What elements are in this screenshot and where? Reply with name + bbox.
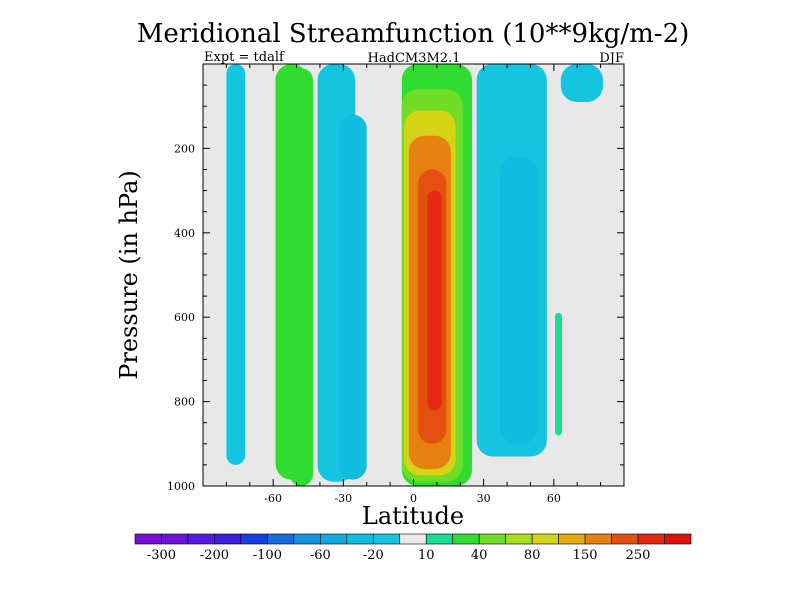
colorbar-swatch xyxy=(425,533,454,545)
colorbar-label: 80 xyxy=(524,548,541,563)
colorbar-swatch xyxy=(637,533,665,545)
y-axis-label: Pressure (in hPa) xyxy=(115,170,143,380)
colorbar-swatch xyxy=(346,533,374,545)
colorbar-label: 40 xyxy=(471,548,488,563)
contour-region-13 xyxy=(560,64,603,102)
chart-subtitle-center: HadCM3M2.1 xyxy=(368,51,461,66)
colorbar-swatch xyxy=(320,533,348,545)
x-tick-label: -30 xyxy=(334,492,352,505)
colorbar-swatch xyxy=(214,533,242,545)
x-tick-label: 30 xyxy=(477,492,491,505)
colorbar: -300 -200 -100 -60 -20 10 40 80 150 250 xyxy=(134,533,692,563)
y-tick-label: 600 xyxy=(174,311,195,324)
colorbar-swatch xyxy=(293,533,321,545)
colorbar-swatch xyxy=(558,533,586,545)
colorbar-label: -100 xyxy=(253,548,282,563)
colorbar-label: 250 xyxy=(626,548,651,563)
contour-region-4 xyxy=(338,114,367,480)
chart-subtitle-right: DJF xyxy=(599,51,624,66)
x-tick-label: -60 xyxy=(264,492,282,505)
colorbar-label: -300 xyxy=(147,548,176,563)
chart-title: Meridional Streamfunction (10**9kg/m-2) xyxy=(137,19,690,49)
colorbar-swatch xyxy=(240,533,268,545)
contour-region-12 xyxy=(500,156,538,444)
colorbar-swatch xyxy=(531,533,559,545)
x-axis-label: Latitude xyxy=(362,502,464,530)
colorbar-swatch xyxy=(187,533,215,545)
colorbar-swatch xyxy=(664,533,692,545)
colorbar-swatch xyxy=(161,533,189,545)
y-tick-label: 1000 xyxy=(167,480,195,493)
colorbar-label: 150 xyxy=(573,548,598,563)
colorbar-label: -60 xyxy=(310,548,331,563)
contour-region-14 xyxy=(555,312,563,436)
contour-region-10 xyxy=(427,190,442,411)
contour-fill-layer xyxy=(226,64,603,486)
colorbar-swatch xyxy=(452,533,480,545)
y-tick-label: 400 xyxy=(174,227,195,240)
colorbar-swatch xyxy=(611,533,639,545)
colorbar-swatch xyxy=(505,533,533,545)
y-tick-label: 200 xyxy=(174,142,195,155)
colorbar-swatch xyxy=(584,533,612,545)
colorbar-swatch xyxy=(134,533,162,545)
x-axis: -60 -30 0 30 60 xyxy=(202,64,625,505)
colorbar-label: -200 xyxy=(200,548,229,563)
colorbar-label: -20 xyxy=(363,548,384,563)
x-tick-label: 0 xyxy=(410,492,417,505)
contour-region-2 xyxy=(289,68,313,486)
contour-region-0 xyxy=(226,64,246,465)
y-tick-label: 800 xyxy=(174,396,195,409)
y-axis: 200 400 600 800 1000 xyxy=(167,84,624,493)
colorbar-swatch xyxy=(399,533,427,545)
x-tick-label: 60 xyxy=(547,492,561,505)
colorbar-swatch xyxy=(478,533,506,545)
colorbar-swatch xyxy=(267,533,295,545)
colorbar-label: 10 xyxy=(418,548,435,563)
chart-subtitle-left: Expt = tdalf xyxy=(204,50,285,65)
colorbar-swatch xyxy=(372,533,401,545)
